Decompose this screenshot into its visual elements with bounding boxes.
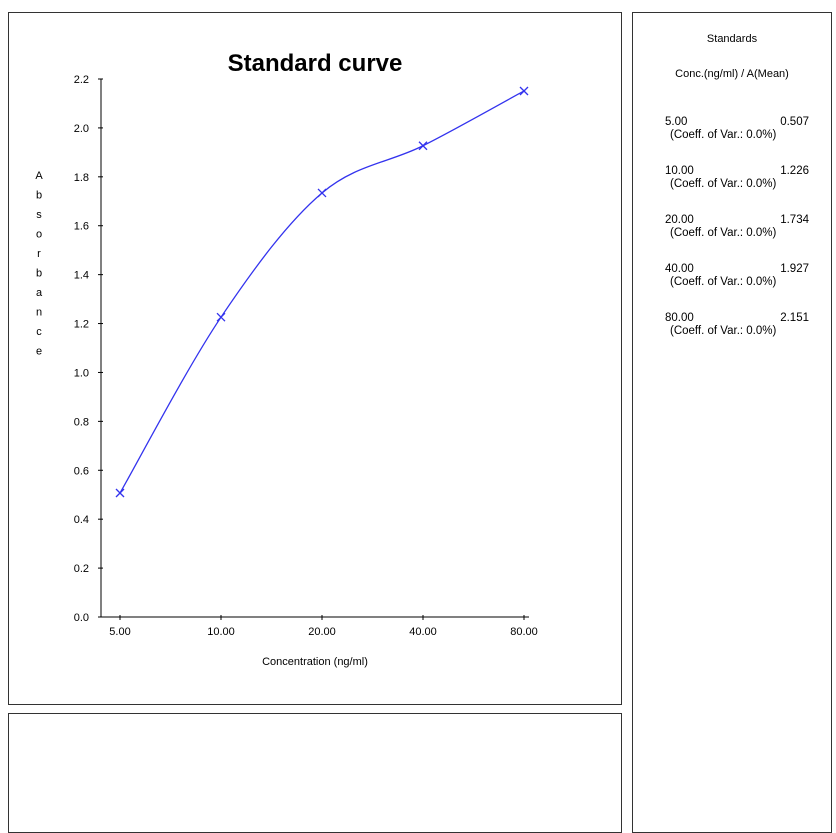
x-tick-label: 40.00 bbox=[409, 626, 437, 638]
standard-concentration: 40.00 bbox=[665, 263, 694, 275]
standard-cv: (Coeff. of Var.: 0.0%) bbox=[670, 178, 777, 190]
x-tick-label: 5.00 bbox=[109, 626, 130, 638]
data-point bbox=[418, 141, 428, 151]
standard-mean: 1.734 bbox=[780, 214, 809, 226]
standard-item: 10.00 1.226 (Coeff. of Var.: 0.0%) bbox=[665, 165, 815, 214]
x-tick-label: 10.00 bbox=[207, 626, 235, 638]
x-tick-label: 80.00 bbox=[510, 626, 538, 638]
chart-title: Standard curve bbox=[228, 50, 403, 77]
standard-cv: (Coeff. of Var.: 0.0%) bbox=[670, 227, 777, 239]
chart-panel: Standard curve 0.0 0.2 0.4 0.6 0.8 1.0 1.2 1.4 1.… bbox=[8, 12, 622, 705]
standard-item: 20.00 1.734 (Coeff. of Var.: 0.0%) bbox=[665, 214, 815, 263]
y-tick-label: 1.8 bbox=[74, 172, 89, 184]
standard-item: 5.00 0.507 (Coeff. of Var.: 0.0%) bbox=[665, 116, 815, 165]
standard-cv: (Coeff. of Var.: 0.0%) bbox=[670, 325, 777, 337]
standard-curve-chart: Standard curve 0.0 0.2 0.4 0.6 0.8 1.0 1.2 1.4 1.… bbox=[35, 50, 538, 668]
y-tick-label: 1.0 bbox=[74, 367, 89, 379]
standards-title: Standards bbox=[706, 33, 758, 45]
y-tick-label: 0.0 bbox=[74, 612, 89, 624]
standards-column-header: Conc.(ng/ml) / A(Mean) bbox=[675, 68, 789, 80]
y-tick-label: 1.6 bbox=[74, 221, 89, 233]
series-line bbox=[119, 90, 525, 494]
standard-item: 40.00 1.927 (Coeff. of Var.: 0.0%) bbox=[665, 263, 815, 312]
y-tick-label: 0.8 bbox=[74, 416, 89, 428]
standard-concentration: 80.00 bbox=[665, 312, 694, 324]
standards-list: 5.00 0.507 (Coeff. of Var.: 0.0%) 10.00 … bbox=[665, 116, 815, 361]
data-point bbox=[216, 312, 226, 322]
standard-concentration: 5.00 bbox=[665, 116, 688, 128]
y-tick-label: 2.0 bbox=[74, 123, 89, 135]
data-point bbox=[115, 488, 125, 498]
standard-mean: 0.507 bbox=[780, 116, 809, 128]
y-tick-label: 1.2 bbox=[74, 319, 89, 331]
standard-item: 80.00 2.151 (Coeff. of Var.: 0.0%) bbox=[665, 312, 815, 361]
y-tick-label: 0.2 bbox=[74, 563, 89, 575]
standard-concentration: 10.00 bbox=[665, 165, 694, 177]
data-point bbox=[317, 188, 327, 198]
x-axis-label: Concentration (ng/ml) bbox=[262, 656, 368, 668]
standard-cv: (Coeff. of Var.: 0.0%) bbox=[670, 129, 777, 141]
y-tick-label: 0.6 bbox=[74, 465, 89, 477]
empty-panel bbox=[8, 713, 622, 833]
standards-panel: Standards Conc.(ng/ml) / A(Mean) 5.00 0.… bbox=[632, 12, 832, 833]
standard-mean: 1.927 bbox=[780, 263, 809, 275]
y-tick-label: 0.4 bbox=[74, 514, 89, 526]
standard-concentration: 20.00 bbox=[665, 214, 694, 226]
standard-cv: (Coeff. of Var.: 0.0%) bbox=[670, 276, 777, 288]
y-tick-label: 1.4 bbox=[74, 270, 89, 282]
standard-mean: 2.151 bbox=[780, 312, 809, 324]
data-point bbox=[519, 86, 529, 96]
standard-mean: 1.226 bbox=[780, 165, 809, 177]
y-tick-label: 2.2 bbox=[74, 74, 89, 86]
x-tick-label: 20.00 bbox=[308, 626, 336, 638]
